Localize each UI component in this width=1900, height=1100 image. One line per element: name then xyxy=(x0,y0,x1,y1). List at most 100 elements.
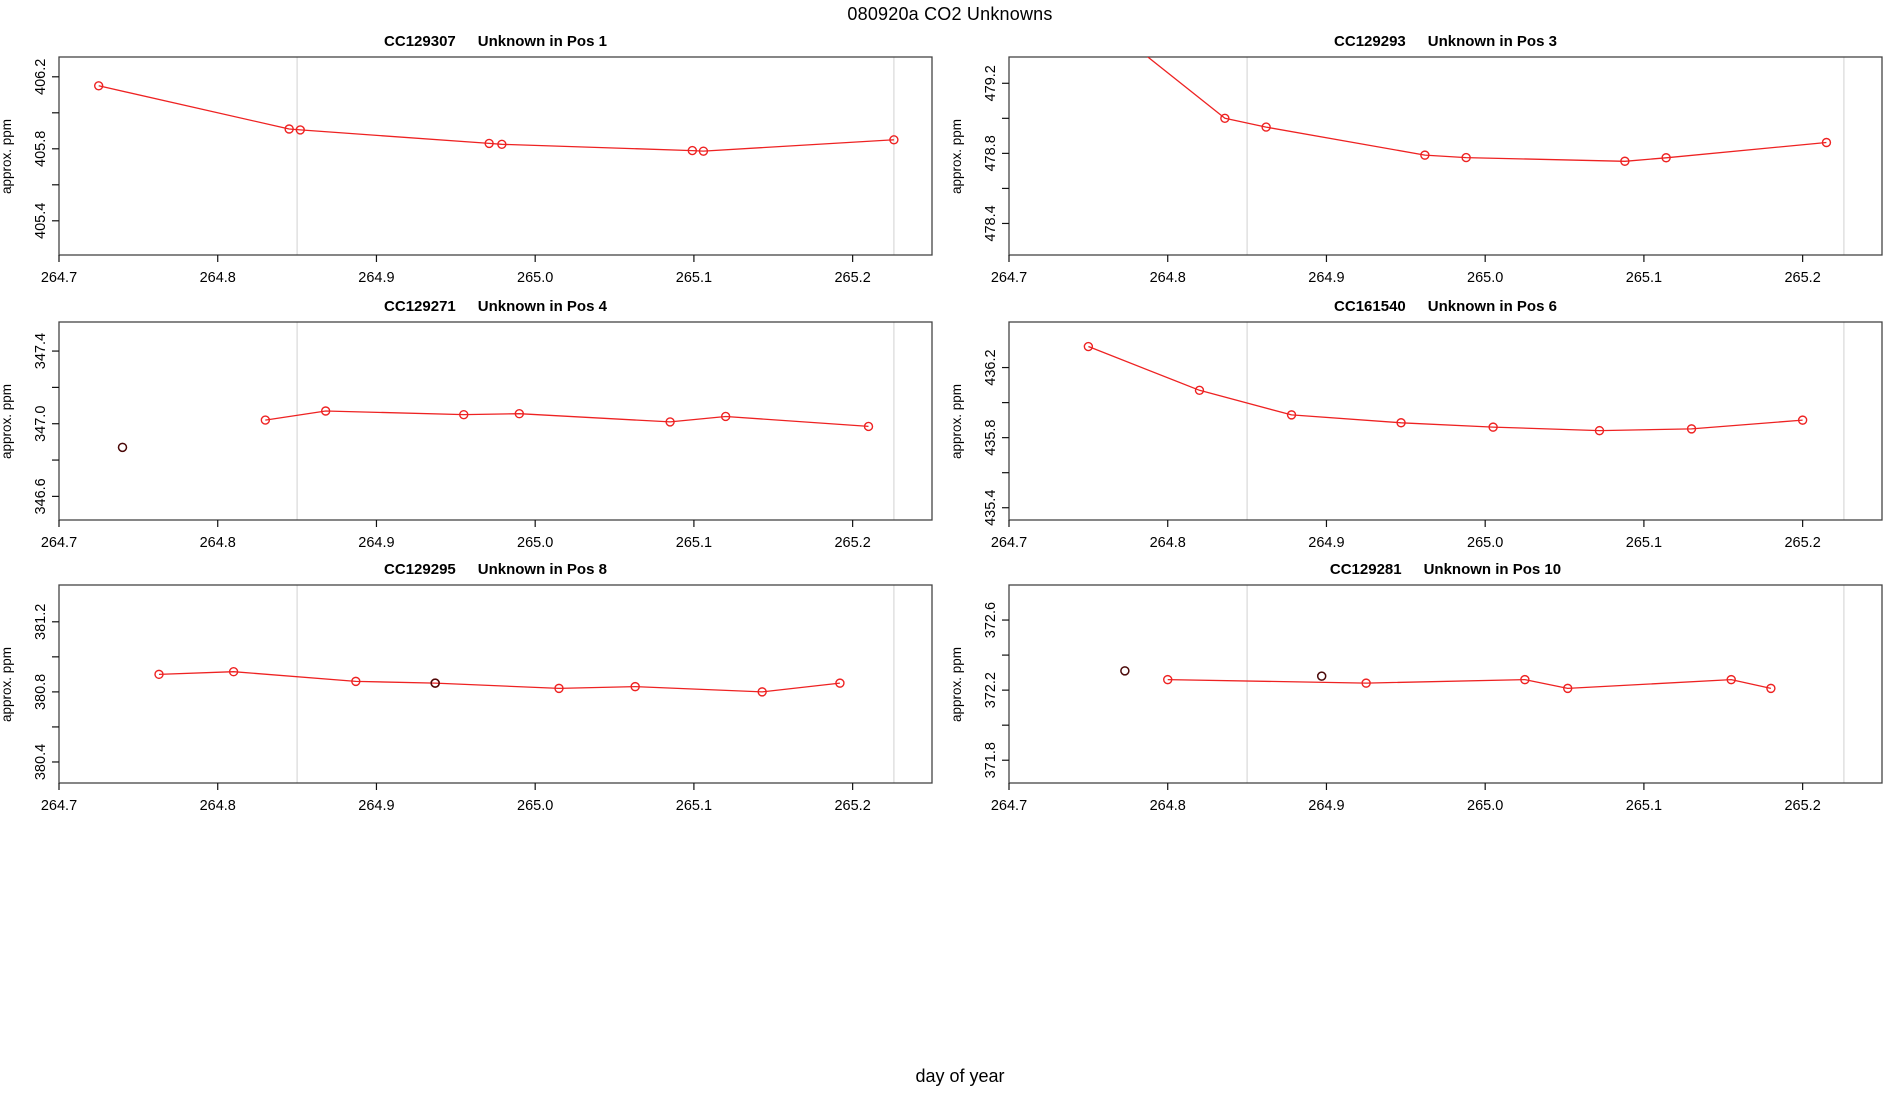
panel-pos-10: CC129281 Unknown in Pos 10 approx. ppm 26… xyxy=(950,558,1900,826)
plot-area-pos-8: 264.7 264.8 264.9 265.0 265.1 265.2 380.4 380.8… xyxy=(33,584,933,814)
outlier-point xyxy=(117,442,128,453)
x-tick-label: 264.9 xyxy=(358,535,394,551)
series-group xyxy=(1120,666,1776,694)
panel-pos-4: CC129271 Unknown in Pos 4 approx. ppm 264… xyxy=(0,295,950,563)
series-line xyxy=(1167,678,1772,690)
data-point xyxy=(1286,410,1297,420)
data-point xyxy=(835,678,845,688)
data-point xyxy=(1620,156,1630,166)
x-tick-label: 265.1 xyxy=(676,270,712,286)
y-tick-label: 346.6 xyxy=(33,478,49,514)
panel-pos-8: CC129295 Unknown in Pos 8 approx. ppm 264… xyxy=(0,558,950,826)
sample-id: CC129307 xyxy=(384,33,456,50)
outlier-point xyxy=(1120,666,1130,676)
x-tick-label: 265.0 xyxy=(1467,798,1503,814)
x-tick-label: 264.9 xyxy=(1308,798,1344,814)
data-point xyxy=(1488,422,1498,432)
y-tick-label: 372.6 xyxy=(983,602,999,638)
x-tick-label: 264.7 xyxy=(991,270,1027,286)
data-point xyxy=(889,135,899,145)
panel-title: CC129293 Unknown in Pos 3 xyxy=(1009,33,1882,50)
series-group xyxy=(117,406,874,453)
x-tick-label: 265.0 xyxy=(517,535,553,551)
x-tick-label: 264.9 xyxy=(1308,270,1344,286)
data-point xyxy=(1766,683,1776,694)
panel-title: CC129281 Unknown in Pos 10 xyxy=(1009,561,1882,578)
data-point xyxy=(1261,122,1271,132)
data-point xyxy=(687,145,698,156)
data-point xyxy=(1396,418,1406,428)
series-line xyxy=(265,410,869,428)
data-point xyxy=(1686,424,1697,434)
data-point xyxy=(93,81,104,91)
data-point xyxy=(514,409,525,419)
position-label: Unknown in Pos 3 xyxy=(1427,33,1557,50)
panel-title: CC129295 Unknown in Pos 8 xyxy=(59,561,932,578)
panel-title: CC161540 Unknown in Pos 6 xyxy=(1009,298,1882,315)
x-tick-label: 265.0 xyxy=(1467,535,1503,551)
data-point xyxy=(295,125,305,135)
data-point xyxy=(1461,152,1471,163)
series-group xyxy=(1146,57,1832,166)
data-point xyxy=(497,139,507,150)
plot-box xyxy=(1008,321,1883,521)
data-point xyxy=(720,411,731,422)
series-group xyxy=(154,667,845,697)
x-tick-label: 265.2 xyxy=(834,270,870,286)
position-label: Unknown in Pos 10 xyxy=(1423,561,1562,578)
series-line xyxy=(158,671,840,693)
plot-area-pos-4: 264.7 264.8 264.9 265.0 265.1 265.2 346.6 347.0… xyxy=(33,321,933,551)
y-tick-label: 406.2 xyxy=(33,59,49,95)
plot-area-pos-10: 264.7 264.8 264.9 265.0 265.1 265.2 371.8 372.2… xyxy=(983,584,1883,814)
panel-pos-6: CC161540 Unknown in Pos 6 approx. ppm 264… xyxy=(950,295,1900,563)
x-tick-label: 264.7 xyxy=(41,270,77,286)
x-tick-label: 264.7 xyxy=(991,535,1027,551)
y-tick-label: 405.4 xyxy=(33,203,49,239)
sample-id: CC129271 xyxy=(384,298,456,315)
data-point xyxy=(284,124,294,134)
data-point xyxy=(1563,683,1573,694)
x-tick-label: 264.7 xyxy=(41,798,77,814)
position-label: Unknown in Pos 1 xyxy=(477,33,607,50)
data-point xyxy=(665,417,675,427)
panel-pos-1: CC129307 Unknown in Pos 1 approx. ppm 264… xyxy=(0,30,950,298)
plot-box xyxy=(58,56,933,256)
data-point xyxy=(484,138,494,149)
data-point xyxy=(1194,385,1205,396)
data-point xyxy=(154,669,164,680)
data-point xyxy=(1594,425,1605,436)
y-tick-label: 478.4 xyxy=(983,205,999,241)
x-tick-label: 265.1 xyxy=(676,535,712,551)
figure-title: 080920a CO2 Unknowns xyxy=(847,4,1053,24)
x-tick-label: 265.1 xyxy=(1626,270,1662,286)
x-tick-label: 265.1 xyxy=(1626,535,1662,551)
data-point xyxy=(863,421,874,432)
outlier-point xyxy=(1316,671,1327,681)
data-point xyxy=(1797,415,1808,425)
data-point xyxy=(320,406,331,416)
data-point xyxy=(757,687,767,697)
data-point xyxy=(1726,674,1736,685)
data-point xyxy=(1361,678,1371,688)
y-tick-label: 371.8 xyxy=(983,742,999,778)
panel-pos-3: CC129293 Unknown in Pos 3 approx. ppm 264… xyxy=(950,30,1900,298)
y-tick-label: 380.8 xyxy=(33,674,49,710)
y-tick-label: 381.2 xyxy=(33,604,49,640)
x-tick-label: 265.2 xyxy=(1784,535,1820,551)
data-point xyxy=(698,146,709,156)
series-group xyxy=(93,81,899,156)
y-tick-label: 372.2 xyxy=(983,672,999,708)
data-point xyxy=(459,409,469,420)
data-point xyxy=(1220,113,1230,124)
x-tick-label: 265.0 xyxy=(1467,270,1503,286)
x-tick-label: 264.8 xyxy=(200,798,236,814)
panel-title: CC129307 Unknown in Pos 1 xyxy=(59,33,932,50)
x-tick-label: 264.7 xyxy=(41,535,77,551)
y-tick-label: 479.2 xyxy=(983,65,999,101)
x-tick-label: 264.8 xyxy=(200,270,236,286)
data-point xyxy=(1083,341,1094,352)
series-group xyxy=(1083,341,1808,436)
y-tick-label: 435.4 xyxy=(983,490,999,526)
sample-id: CC129295 xyxy=(384,561,456,578)
sample-id: CC129281 xyxy=(1329,561,1402,578)
